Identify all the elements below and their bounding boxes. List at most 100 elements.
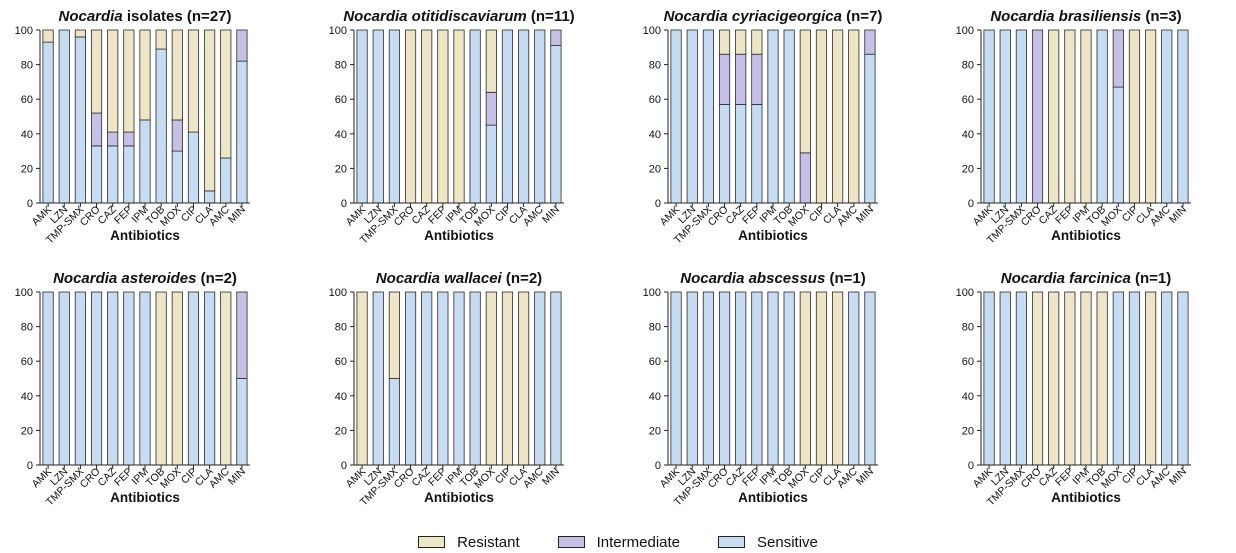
chart-title-genus: Nocardia: [59, 8, 123, 25]
bar-sensitive-cla: [518, 29, 530, 204]
chart-title-genus: Nocardia farcinica: [1001, 270, 1131, 287]
bar-resistant-cip: [815, 29, 828, 204]
bar-intermediate-cro: [718, 53, 731, 105]
bar-sensitive-tmp-smx: [74, 36, 86, 204]
bar-sensitive-fep: [751, 291, 763, 466]
chart-title: Nocardia wallacei (n=2): [376, 270, 542, 287]
bar-sensitive-cip: [187, 291, 200, 466]
y-tick-label: 80: [962, 60, 974, 72]
y-tick-label: 0: [27, 460, 33, 472]
bar-intermediate-mox: [171, 119, 183, 152]
bar-resistant-ipm: [1080, 29, 1092, 204]
bar-sensitive-fep: [751, 103, 763, 204]
bar-resistant-tob: [155, 29, 167, 50]
chart-title-count: (n=2): [196, 270, 236, 287]
y-tick-label: 0: [655, 198, 661, 210]
bar-sensitive-tob: [1096, 29, 1108, 204]
y-tick-label: 20: [335, 425, 347, 437]
bar-sensitive-tmp-smx: [388, 378, 400, 466]
y-tick-label: 60: [335, 356, 347, 368]
bar-intermediate-fep: [751, 53, 763, 105]
bar-resistant-mox: [485, 29, 497, 93]
bar-sensitive-mox: [171, 150, 183, 204]
legend: Resistant Intermediate Sensitive: [0, 532, 1236, 552]
bar-sensitive-lzn: [999, 29, 1011, 204]
bar-sensitive-lzn: [58, 291, 70, 466]
y-tick-label: 80: [649, 322, 661, 334]
bar-resistant-cla: [204, 29, 216, 192]
chart-title-count: (n=11): [527, 8, 575, 25]
legend-label-sensitive: Sensitive: [757, 533, 818, 551]
bar-sensitive-amk: [42, 41, 54, 204]
y-tick-label: 80: [962, 322, 974, 334]
bar-sensitive-lzn: [372, 291, 384, 466]
bar-resistant-amk: [356, 291, 368, 466]
chart-title: Nocardia cyriacigeorgica (n=7): [664, 8, 883, 25]
chart-panel-6: Nocardia wallacei (n=2)020406080100AMKLZ…: [329, 270, 564, 508]
y-tick-label: 40: [962, 391, 974, 403]
y-tick-label: 40: [335, 129, 347, 141]
bar-sensitive-ipm: [767, 29, 779, 204]
chart-panel-1: Nocardia isolates (n=27)020406080100AMKL…: [15, 8, 250, 246]
chart-panel-5: Nocardia asteroides (n=2)020406080100AMK…: [15, 270, 250, 508]
y-tick-label: 0: [27, 198, 33, 210]
bar-sensitive-lzn: [58, 29, 70, 204]
y-tick-label: 0: [655, 460, 661, 472]
bar-sensitive-ipm: [139, 119, 151, 204]
y-tick-label: 80: [649, 60, 661, 72]
bar-intermediate-fep: [123, 131, 135, 147]
bar-resistant-caz: [421, 29, 433, 204]
bar-sensitive-caz: [421, 291, 433, 466]
bar-sensitive-amk: [356, 29, 368, 204]
bar-resistant-cip: [187, 29, 200, 133]
y-tick-label: 100: [956, 287, 974, 299]
bar-sensitive-min: [864, 291, 876, 466]
y-tick-label: 40: [649, 391, 661, 403]
bar-resistant-fep: [437, 29, 449, 204]
y-tick-label: 100: [956, 25, 974, 37]
x-axis-label: Antibiotics: [424, 228, 494, 243]
bar-sensitive-min: [864, 53, 876, 204]
bar-sensitive-min: [1177, 291, 1189, 466]
bar-resistant-mox: [171, 291, 183, 466]
bar-resistant-cro: [718, 29, 731, 55]
bar-sensitive-ipm: [139, 291, 151, 466]
bar-resistant-mox: [799, 29, 811, 154]
bar-resistant-cla: [518, 291, 530, 466]
chart-title: Nocardia otitidiscaviarum (n=11): [343, 8, 574, 25]
bar-sensitive-tob: [469, 29, 481, 204]
y-tick-label: 100: [643, 287, 661, 299]
bar-intermediate-min: [236, 291, 248, 379]
chart-panel-7: Nocardia abscessus (n=1)020406080100AMKL…: [643, 270, 878, 508]
x-tick-label-min: MIN: [540, 466, 562, 488]
bar-resistant-fep: [123, 29, 135, 133]
bar-resistant-cip: [1128, 29, 1141, 204]
bar-resistant-caz: [1048, 291, 1060, 466]
bar-sensitive-tmp-smx: [74, 291, 86, 466]
bar-sensitive-amc: [534, 291, 546, 466]
x-tick-label-min: MIN: [1167, 466, 1189, 488]
bar-resistant-tmp-smx: [74, 29, 86, 38]
bar-resistant-cla: [832, 291, 844, 466]
bar-sensitive-amc: [848, 291, 860, 466]
bar-sensitive-cip: [187, 131, 200, 204]
bar-resistant-caz: [1048, 29, 1060, 204]
chart-panel-3: Nocardia cyriacigeorgica (n=7) 0 20 40 60 80 1…: [643, 8, 883, 246]
bar-sensitive-min: [550, 45, 562, 204]
x-axis-label: Antibiotics: [424, 490, 494, 505]
bar-resistant-amk: [42, 29, 54, 43]
y-tick-label: 20: [962, 163, 974, 175]
chart-title-genus: Nocardia asteroides: [53, 270, 196, 287]
bar-sensitive-min: [236, 378, 248, 466]
bar-resistant-mox: [485, 291, 497, 466]
chart-title: Nocardia asteroides (n=2): [53, 270, 237, 287]
bar-sensitive-tmp-smx: [702, 291, 714, 466]
legend-item-resistant: Resistant: [418, 534, 520, 551]
y-tick-label: 100: [329, 287, 347, 299]
bar-resistant-fep: [751, 29, 763, 55]
x-tick-label-min: MIN: [226, 466, 248, 488]
x-tick-label-min: MIN: [540, 204, 562, 226]
bar-sensitive-cro: [90, 145, 103, 204]
bar-resistant-tob: [1096, 291, 1108, 466]
bar-sensitive-cla: [204, 291, 216, 466]
